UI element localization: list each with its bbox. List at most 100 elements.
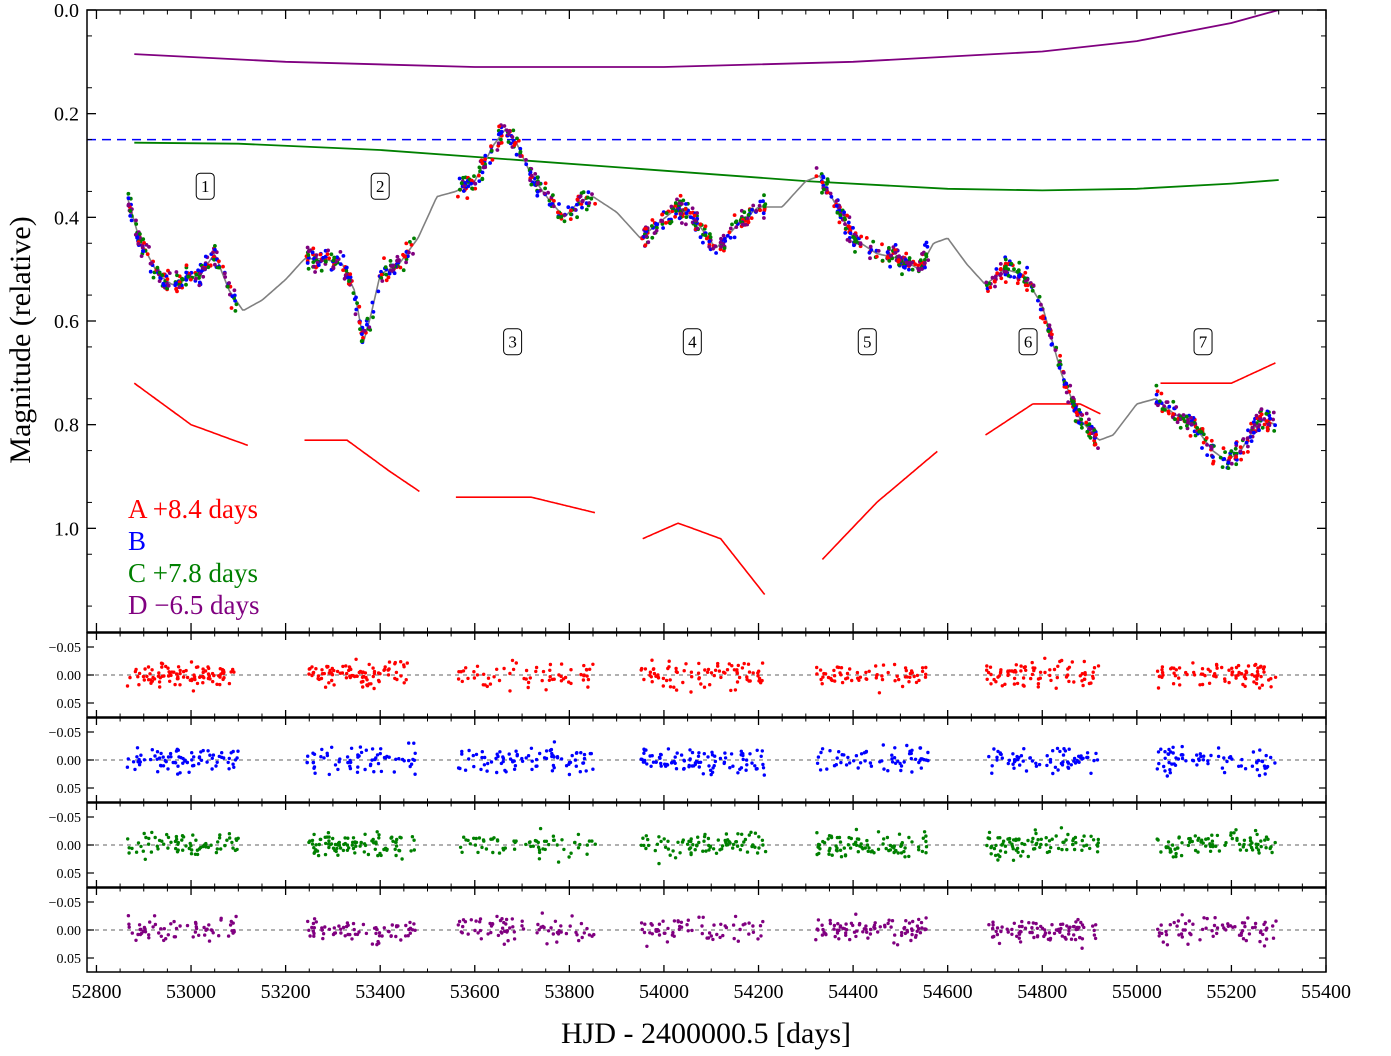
data-point [506,132,511,137]
residual-point [1031,666,1035,670]
residual-point [1164,929,1168,934]
residual-point [996,836,1000,840]
residual-point [876,930,880,934]
residual-point [1242,921,1247,925]
residual-point [720,844,725,848]
residual-point [726,843,730,847]
residual-point [753,845,757,849]
residual-point [1094,923,1098,927]
residual-point [538,826,543,831]
data-point [206,265,211,270]
residual-point [1019,854,1023,858]
residual-point [992,934,996,939]
residual-point [379,747,383,751]
residual-point [691,843,695,847]
residual-point [837,835,842,840]
residual-point [1191,759,1196,763]
residual-point [155,750,160,754]
data-point [926,258,931,262]
data-point [708,232,712,236]
residual-point [472,676,477,680]
residual-point [709,772,713,777]
residual-point [230,929,234,933]
residual-point [889,925,893,929]
data-point [889,253,894,258]
data-point [920,266,924,271]
residual-point [693,848,697,852]
residual-point [1215,833,1220,838]
data-point [707,239,712,244]
data-point [1173,417,1177,422]
data-point [1268,416,1272,421]
residual-point [542,925,546,930]
data-point [1181,413,1186,417]
residual-point [190,758,194,762]
residual-point [1081,683,1085,688]
residual-point [137,683,141,687]
residual-point [1019,669,1023,673]
data-point [161,283,166,288]
data-point [904,251,909,256]
residual-point [361,922,366,927]
residual-point [473,928,477,933]
data-point [742,210,747,215]
data-point [994,274,998,279]
data-point [650,218,655,222]
residual-point [526,685,530,690]
residual-point [640,757,644,762]
residual-point [130,931,134,935]
residual-point [1175,846,1180,850]
residual-point [1241,937,1246,941]
residual-point [1155,767,1160,771]
residual-point [1071,838,1075,843]
data-point [732,213,737,218]
data-point [223,275,228,279]
residual-point [201,674,205,679]
residual-point [162,842,166,846]
residual-point [207,939,212,943]
data-point [404,260,408,265]
residual-point [389,934,393,938]
data-point [403,254,407,259]
residual-point [868,932,873,936]
residual-point [900,930,904,935]
residual-point [1043,670,1047,675]
residual-point [704,849,708,853]
residual-point [495,667,499,671]
residual-point [1257,851,1261,855]
data-point [822,187,826,192]
residual-point [840,680,845,685]
residual-point [869,764,874,768]
data-point [853,250,857,254]
residual-point [564,764,569,768]
data-point [1041,314,1045,319]
residual-point [173,682,177,687]
data-point [858,242,863,247]
residual-point [329,842,334,846]
data-point [466,184,471,189]
residual-point [1256,848,1261,852]
data-point [230,294,235,299]
residual-point [520,919,524,923]
residual-point [1160,668,1164,672]
data-point [1070,399,1075,404]
residual-point [152,914,157,918]
residual-point [326,831,331,835]
residual-point [1168,771,1173,775]
residual-point [524,668,529,673]
data-point [404,241,409,246]
data-point [305,245,310,250]
residual-point [343,934,347,938]
residual-point [645,762,649,766]
residual-point [320,747,324,752]
data-point [160,273,165,277]
residual-point [1070,660,1075,664]
data-point [1166,409,1171,414]
residual-point [1014,663,1018,667]
residual-point [740,666,745,670]
residual-point [1205,916,1209,921]
data-point [566,205,571,210]
data-point [692,213,697,218]
data-point [669,204,674,209]
residual-point [1259,844,1263,849]
